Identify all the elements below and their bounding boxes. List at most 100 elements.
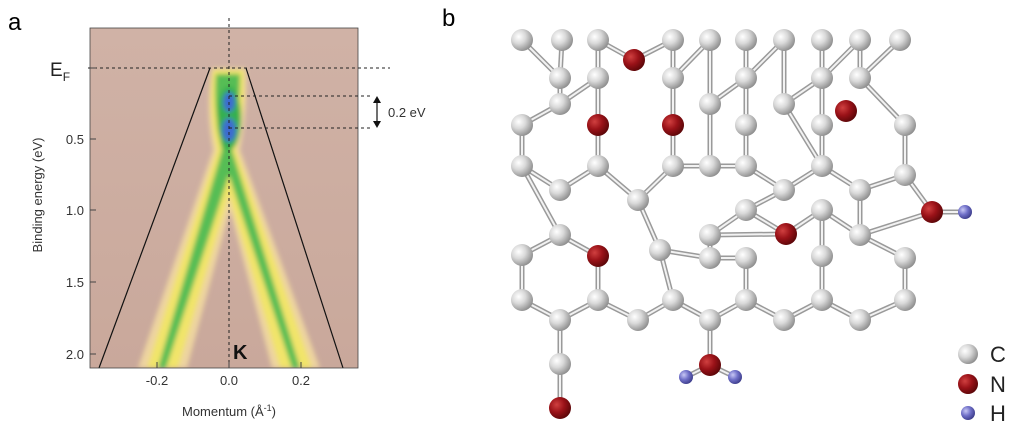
x-axis-label: Momentum (Å-1) [182,403,276,419]
carbon-atom [894,289,916,311]
y-axis-label: Binding energy (eV) [30,138,45,253]
hydrogen-atom [679,370,693,384]
carbon-atom [551,29,573,51]
carbon-atom [773,29,795,51]
legend-item-carbon: C [958,342,1006,367]
carbon-atom [549,179,571,201]
carbon-atom-icon [958,344,978,364]
carbon-atom [735,29,757,51]
hydrogen-atom-icon [961,406,975,420]
legend-label: C [990,342,1006,367]
x-tick-label: 0.2 [292,373,310,388]
nitrogen-atom [549,397,571,419]
nitrogen-atom [623,49,645,71]
legend-label: H [990,401,1006,426]
carbon-atom [811,114,833,136]
carbon-atom [773,93,795,115]
carbon-atom [811,199,833,221]
carbon-atom [699,93,721,115]
y-tick-label: 0.5 [66,132,84,147]
y-axis: 0.5 1.0 1.5 2.0 Binding energy (eV) [30,67,96,362]
bond-highlight [859,211,933,236]
carbon-atom [587,155,609,177]
carbon-atom [511,155,533,177]
carbon-atom [811,155,833,177]
bond-highlight [783,103,823,167]
x-tick-label: -0.2 [146,373,168,388]
carbon-atom [849,224,871,246]
legend-item-nitrogen: N [958,372,1006,397]
n-doped-graphene-structure [511,29,972,419]
carbon-atom [894,114,916,136]
carbon-atom [662,289,684,311]
carbon-atom [849,179,871,201]
k-point-label: K [233,342,248,364]
band-line-right [245,67,344,368]
legend-label: N [990,372,1006,397]
nitrogen-atom [921,201,943,223]
atom-legend: C N H [958,342,1006,426]
carbon-atom [587,67,609,89]
carbon-atom [511,244,533,266]
carbon-atom [627,309,649,331]
bond-highlight [709,233,787,236]
nitrogen-atom-icon [958,374,978,394]
carbon-atom [811,67,833,89]
carbon-atom [735,289,757,311]
bond-highlight [521,165,561,236]
carbon-atom [662,155,684,177]
carbon-atom [549,67,571,89]
carbon-atom [735,114,757,136]
legend-item-hydrogen: H [961,401,1006,426]
y-tick-label: 2.0 [66,347,84,362]
carbon-atom [811,245,833,267]
arpes-plot: 0.2 eV EF K 0.5 1.0 1.5 2.0 Binding ener… [30,18,426,419]
fermi-label: EF [50,60,70,84]
carbon-atom [587,29,609,51]
carbon-atom [511,289,533,311]
carbon-atom [549,353,571,375]
carbon-atom [894,164,916,186]
nitrogen-atom [835,100,857,122]
gap-arrow [373,96,381,128]
carbon-atom [511,114,533,136]
carbon-atom [549,309,571,331]
carbon-atom [735,67,757,89]
x-tick-label: 0.0 [220,373,238,388]
y-tick-label: 1.5 [66,275,84,290]
carbon-atom [849,309,871,331]
panel-b-label: b [442,5,455,32]
hydrogen-atom [728,370,742,384]
carbon-atom [511,29,533,51]
nitrogen-atom [775,223,797,245]
carbon-atom [649,239,671,261]
band-line-left [98,67,211,368]
carbon-atom [735,247,757,269]
carbon-atom [849,67,871,89]
carbon-atom [773,179,795,201]
carbon-atom [894,247,916,269]
carbon-atom [662,29,684,51]
y-tick-label: 1.0 [66,203,84,218]
carbon-atom [849,29,871,51]
nitrogen-atom [587,245,609,267]
carbon-atom [811,29,833,51]
carbon-atom [889,29,911,51]
carbon-atom [699,29,721,51]
carbon-atom [699,224,721,246]
carbon-atom [773,309,795,331]
carbon-atom [699,155,721,177]
hydrogen-atom [958,205,972,219]
carbon-atom [699,247,721,269]
plot-frame [89,27,359,369]
x-axis: -0.2 0.0 0.2 Momentum (Å-1) [146,362,310,419]
nitrogen-atom [662,114,684,136]
nitrogen-atom [699,354,721,376]
carbon-atom [627,189,649,211]
carbon-atom [735,155,757,177]
nitrogen-atom [587,114,609,136]
carbon-atom [587,289,609,311]
carbon-atom [811,289,833,311]
carbon-atom [549,224,571,246]
